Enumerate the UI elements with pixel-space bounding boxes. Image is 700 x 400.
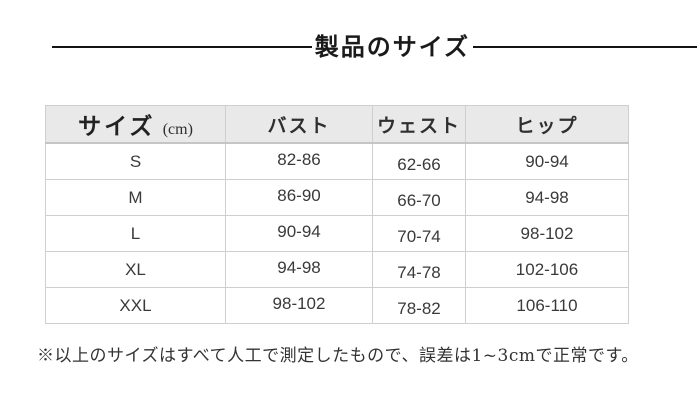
- page-title: 製品のサイズ: [314, 32, 470, 61]
- cell-bust: 94-98: [225, 251, 373, 288]
- header-bust: バスト: [225, 105, 373, 144]
- cell-waist: 78-82: [372, 287, 466, 324]
- cell-bust: 82-86: [225, 142, 373, 180]
- cell-size: S: [45, 142, 226, 180]
- cell-hip: 106-110: [465, 287, 629, 324]
- cell-bust: 98-102: [225, 287, 373, 324]
- cell-bust: 90-94: [225, 215, 373, 252]
- header-waist: ウェスト: [372, 105, 466, 144]
- table-row: L 90-94 70-74 98-102: [45, 215, 629, 252]
- cell-size: M: [45, 179, 226, 216]
- cell-hip: 102-106: [465, 251, 629, 288]
- size-table: サイズ (cm) バスト ウェスト ヒップ S 82-86 62-66 90-9…: [45, 105, 629, 324]
- title-rule-right: [473, 46, 697, 48]
- header-size-label: サイズ: [78, 113, 156, 140]
- cell-bust: 86-90: [225, 179, 373, 216]
- header-size-cm: サイズ (cm): [45, 105, 226, 144]
- cell-waist: 70-74: [372, 215, 466, 252]
- cell-size: XL: [45, 251, 226, 288]
- cell-waist: 62-66: [372, 142, 466, 180]
- title-row: 製品のサイズ: [52, 32, 697, 62]
- table-row: XL 94-98 74-78 102-106: [45, 251, 629, 288]
- header-size-unit: (cm): [162, 121, 193, 138]
- measurement-note: ※以上のサイズはすべて人工で測定したもので、誤差は1~3cmで正常です。: [37, 346, 639, 366]
- cell-size: L: [45, 215, 226, 252]
- cell-waist: 74-78: [372, 251, 466, 288]
- cell-hip: 98-102: [465, 215, 629, 252]
- cell-size: XXL: [45, 287, 226, 324]
- table-row: M 86-90 66-70 94-98: [45, 179, 629, 216]
- cell-hip: 90-94: [465, 142, 629, 180]
- cell-waist: 66-70: [372, 179, 466, 216]
- table-header-row: サイズ (cm) バスト ウェスト ヒップ: [45, 105, 629, 144]
- title-rule-left: [52, 46, 312, 48]
- header-hip: ヒップ: [465, 105, 629, 144]
- table-row: XXL 98-102 78-82 106-110: [45, 287, 629, 324]
- table-row: S 82-86 62-66 90-94: [45, 142, 629, 180]
- cell-hip: 94-98: [465, 179, 629, 216]
